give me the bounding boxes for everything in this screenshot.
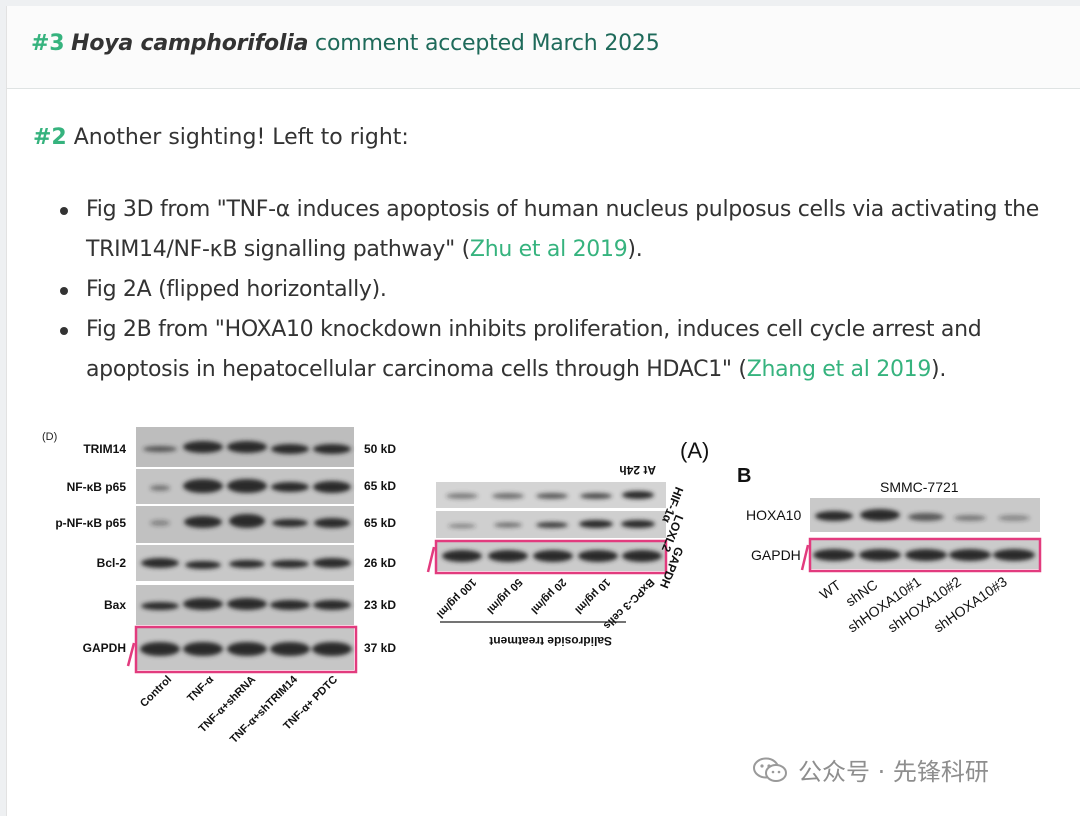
highlight-box: [808, 537, 1042, 573]
kd-label: 23 kD: [364, 598, 396, 612]
lane-label: 10 μg/ml: [572, 576, 612, 616]
comment-intro: #2 Another sighting! Left to right:: [33, 125, 409, 150]
kd-label: 26 kD: [364, 556, 396, 570]
lane-label: 50 μg/ml: [484, 576, 524, 616]
kd-label: 65 kD: [364, 516, 396, 530]
blot-row-label: GAPDH: [83, 641, 126, 655]
comment-number-link[interactable]: #3: [31, 31, 65, 56]
panel-b-label: B: [737, 465, 751, 487]
blot-row-label: HOXA10: [746, 507, 801, 523]
panel-a-label: (A): [680, 438, 709, 463]
treatment-label: Salidroside treatment: [489, 634, 612, 648]
citation-link[interactable]: Zhu et al 2019: [469, 237, 628, 262]
blot-bands-a: [442, 491, 662, 562]
wechat-icon: [753, 757, 787, 782]
kd-label: 50 kD: [364, 442, 396, 456]
figure-a: (A) At 24h HIF-1α LOXL2 GAPDH BxPC-3 cel…: [426, 438, 709, 648]
watermark-text: 公众号 · 先锋科研: [798, 758, 989, 786]
species-name[interactable]: Hoya camphorifolia: [71, 31, 309, 56]
kd-label: 65 kD: [364, 479, 396, 493]
highlight-box: [434, 539, 668, 575]
figure-list: Fig 3D from "TNF-α induces apoptosis of …: [60, 190, 1050, 390]
blot-row-label: GAPDH: [751, 547, 801, 563]
panel-d-label: (D): [42, 431, 57, 443]
comment-status: comment accepted March 2025: [308, 31, 660, 56]
figure-d: (D) TRIM14 NF-κB p65 p-NF-κB p65 Bcl-2 B…: [42, 427, 396, 746]
bullet-icon: [60, 327, 68, 335]
lane-label: TNF-α: [185, 673, 216, 704]
blot-row-label: Bax: [104, 598, 126, 612]
figure-b: B SMMC-7721 HOXA10 GAPDH WT shNC shHOXA1…: [737, 465, 1042, 635]
citation-link[interactable]: Zhang et al 2019: [746, 357, 932, 382]
list-item: Fig 3D from "TNF-α induces apoptosis of …: [60, 190, 1050, 270]
blot-bands-d: [140, 441, 352, 656]
intro-text: Another sighting! Left to right:: [66, 125, 409, 150]
bullet-icon: [60, 287, 68, 295]
blot-row-label: Bcl-2: [97, 556, 127, 570]
blot-row-label: TRIM14: [83, 442, 126, 456]
bullet-icon: [60, 207, 68, 215]
watermark: 公众号 · 先锋科研: [752, 752, 989, 787]
blot-row-label: NF-κB p65: [67, 480, 127, 494]
list-item: Fig 2A (flipped horizontally).: [60, 270, 1050, 310]
blot-row-label: p-NF-κB p65: [55, 516, 126, 530]
lane-label: Control: [138, 674, 174, 710]
reference-number[interactable]: #2: [33, 125, 67, 150]
lane-label: 20 μg/ml: [528, 576, 568, 616]
cell-line-label: SMMC-7721: [880, 479, 959, 495]
time-label: At 24h: [619, 463, 656, 477]
comment-header: #3 Hoya camphorifolia comment accepted M…: [7, 6, 1080, 89]
comment-title: #3 Hoya camphorifolia comment accepted M…: [31, 31, 660, 56]
lane-label: 100 μg/ml: [434, 576, 478, 620]
comment-card: #3 Hoya camphorifolia comment accepted M…: [6, 6, 1080, 816]
blot-bands-b: [813, 509, 1035, 561]
list-item: Fig 2B from "HOXA10 knockdown inhibits p…: [60, 310, 1050, 390]
kd-label: 37 kD: [364, 641, 396, 655]
lane-label: WT: [817, 577, 844, 603]
highlight-box: [134, 625, 358, 674]
